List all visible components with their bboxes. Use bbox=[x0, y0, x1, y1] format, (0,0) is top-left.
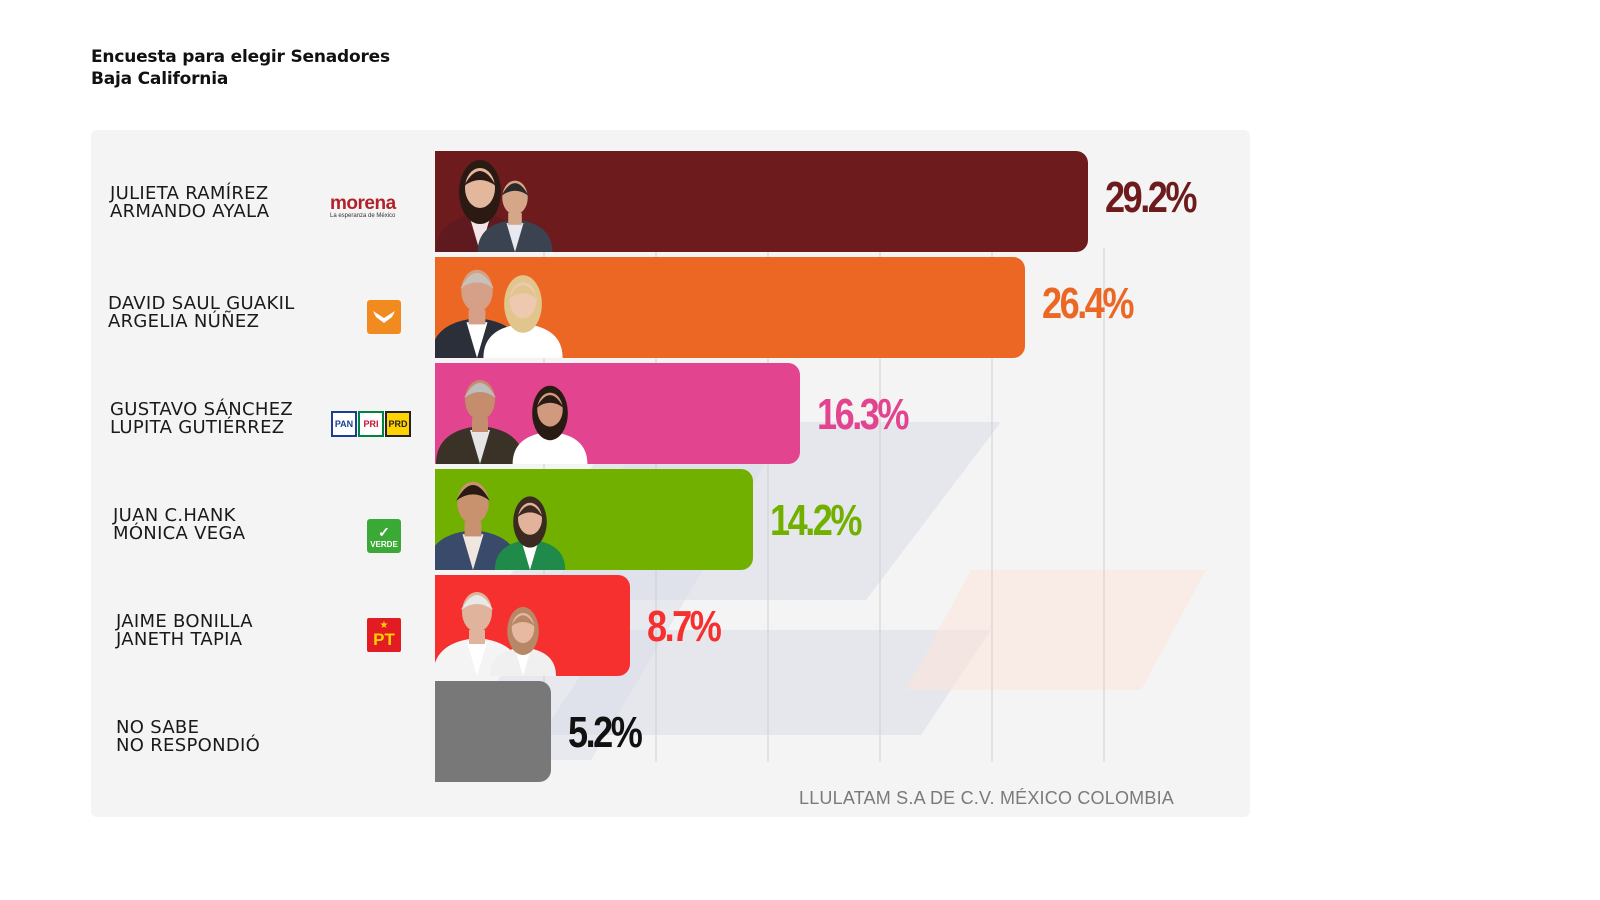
title-line-2: Baja California bbox=[91, 69, 229, 89]
candidate-photo bbox=[490, 607, 556, 676]
candidate-name-2: NO RESPONDIÓ bbox=[116, 735, 261, 756]
candidate-photo bbox=[483, 275, 563, 358]
prd-logo-icon: PRD bbox=[385, 411, 411, 437]
candidate-name-1: JUAN C.HANK bbox=[113, 505, 236, 526]
candidate-photos bbox=[435, 592, 556, 676]
candidate-name-1: DAVID SAUL GUAKIL bbox=[108, 293, 295, 314]
row-label: JUAN C.HANK MÓNICA VEGA bbox=[113, 507, 245, 543]
eagle-icon bbox=[367, 300, 401, 334]
row-label: JULIETA RAMÍREZ ARMANDO AYALA bbox=[110, 185, 269, 221]
pt-star-glyph: ★ bbox=[379, 620, 389, 631]
morena-tagline: La esperanza de México bbox=[330, 212, 396, 219]
candidate-photo bbox=[494, 496, 566, 570]
candidate-name-1: NO SABE bbox=[116, 717, 200, 738]
row-label: NO SABE NO RESPONDIÓ bbox=[116, 719, 260, 755]
row-label: JAIME BONILLA JANETH TAPIA bbox=[116, 613, 253, 649]
candidate-name-1: JULIETA RAMÍREZ bbox=[110, 183, 269, 204]
candidate-photos bbox=[435, 481, 566, 570]
pt-wordmark: PT bbox=[373, 630, 395, 649]
candidate-photos bbox=[436, 380, 588, 464]
morena-wordmark: morena bbox=[330, 192, 396, 214]
candidate-photos bbox=[436, 160, 553, 252]
bar bbox=[435, 681, 551, 782]
pan-logo-icon: PAN bbox=[331, 411, 357, 437]
chart-panel: JULIETA RAMÍREZ ARMANDO AYALA morena La esp… bbox=[91, 130, 1250, 817]
candidate-name-2: MÓNICA VEGA bbox=[113, 523, 246, 544]
candidate-name-2: LUPITA GUTIÉRREZ bbox=[110, 417, 285, 438]
data-label: 16.3% bbox=[817, 390, 909, 439]
data-label: 26.4% bbox=[1042, 279, 1134, 328]
title-line-1: Encuesta para elegir Senadores bbox=[91, 47, 390, 67]
verde-wordmark: VERDE bbox=[370, 539, 398, 549]
candidate-name-2: JANETH TAPIA bbox=[116, 629, 243, 650]
chart-title: Encuesta para elegir Senadores Baja Cali… bbox=[91, 46, 390, 90]
row-label: DAVID SAUL GUAKIL ARGELIA NÚÑEZ bbox=[108, 295, 295, 331]
footer-credit: LLULATAM S.A DE C.V. MÉXICO COLOMBIA bbox=[799, 788, 1174, 808]
bar bbox=[435, 575, 630, 676]
candidate-photo bbox=[512, 385, 588, 464]
candidate-name-1: JAIME BONILLA bbox=[116, 611, 253, 632]
candidate-name-1: GUSTAVO SÁNCHEZ bbox=[110, 399, 294, 420]
data-label: 14.2% bbox=[770, 496, 862, 545]
data-label: 29.2% bbox=[1105, 173, 1197, 222]
candidate-name-2: ARMANDO AYALA bbox=[110, 201, 270, 222]
coalition-logo-icon: PAN PRI PRD bbox=[331, 410, 411, 438]
candidate-photo bbox=[436, 380, 524, 464]
star-icon: ★ PT bbox=[367, 618, 401, 652]
toucan-glyph: ✓ bbox=[378, 523, 390, 540]
data-label: 8.7% bbox=[647, 602, 722, 651]
morena-logo-icon: morena La esperanza de México bbox=[330, 191, 410, 223]
toucan-icon: ✓ VERDE bbox=[367, 519, 401, 553]
pri-logo-icon: PRI bbox=[358, 411, 384, 437]
candidate-photo bbox=[477, 180, 553, 252]
bar bbox=[435, 257, 1025, 358]
bar bbox=[435, 151, 1088, 252]
row-label: GUSTAVO SÁNCHEZ LUPITA GUTIÉRREZ bbox=[110, 401, 293, 437]
bar bbox=[435, 363, 800, 464]
candidate-name-2: ARGELIA NÚÑEZ bbox=[108, 311, 260, 332]
candidate-photos bbox=[435, 269, 563, 358]
bar bbox=[435, 469, 753, 570]
data-label: 5.2% bbox=[568, 708, 643, 757]
